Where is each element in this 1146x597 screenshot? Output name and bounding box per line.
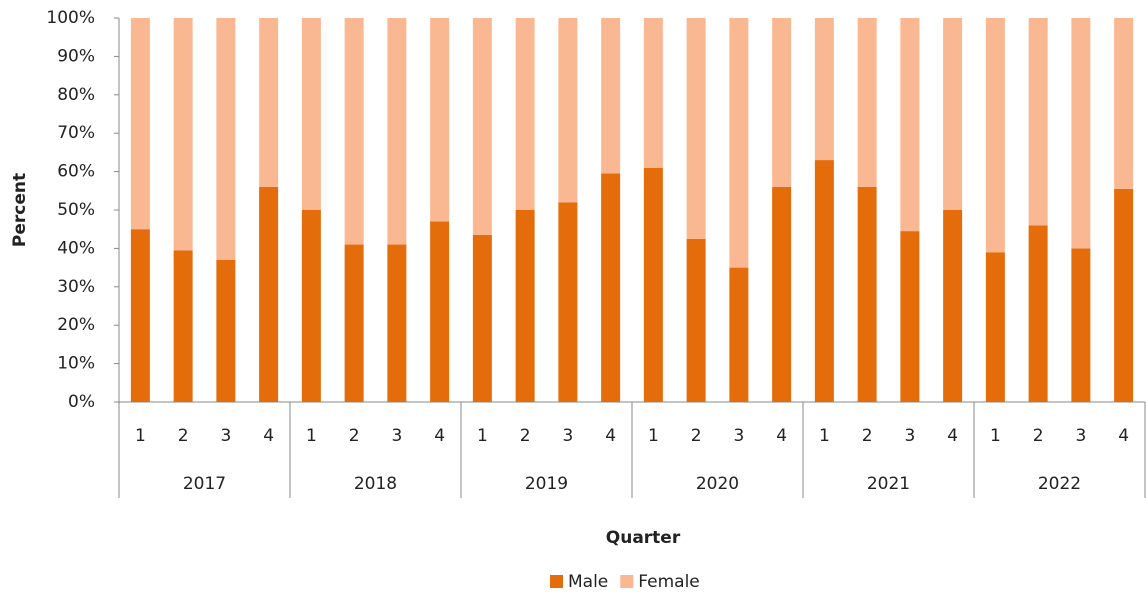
bar-segment (515, 210, 535, 402)
bar-segment (259, 186, 279, 402)
y-tick-label: 50% (57, 200, 95, 220)
y-tick-label: 40% (57, 238, 95, 258)
bar-segment (344, 18, 364, 245)
bar-segment (173, 18, 193, 251)
bar-segment (173, 250, 193, 402)
bar-segment (259, 18, 279, 187)
x-tick-label: 3 (562, 426, 573, 446)
group-label: 2018 (354, 474, 397, 494)
bar-segment (729, 267, 749, 402)
bar-segment (985, 18, 1005, 253)
x-tick-label: 1 (990, 426, 1001, 446)
x-tick-label: 4 (947, 426, 958, 446)
bar-segment (1114, 188, 1134, 402)
legend-swatch (620, 575, 634, 588)
x-tick-label: 2 (349, 426, 360, 446)
x-tick-label: 2 (1033, 426, 1044, 446)
y-tick-label: 0% (68, 392, 95, 412)
x-tick-label: 3 (904, 426, 915, 446)
y-tick-label: 100% (46, 8, 95, 28)
bar-segment (772, 186, 792, 402)
bar-segment (1071, 18, 1091, 249)
bar-segment (430, 221, 450, 402)
y-axis-label: Percent (10, 173, 30, 247)
bar-segment (472, 234, 492, 402)
x-tick-label: 1 (306, 426, 317, 446)
bar-segment (1114, 18, 1134, 189)
bar-segment (1071, 248, 1091, 402)
group-label: 2017 (183, 474, 226, 494)
x-tick-label: 4 (263, 426, 274, 446)
x-tick-label: 1 (819, 426, 830, 446)
x-tick-label: 4 (434, 426, 445, 446)
bar-segment (643, 167, 663, 402)
x-tick-label: 3 (220, 426, 231, 446)
bar-segment (301, 210, 321, 402)
x-tick-label: 2 (178, 426, 189, 446)
bar-segment (387, 18, 407, 245)
bar-segment (686, 18, 706, 239)
bar-segment (387, 244, 407, 402)
bar-segment (900, 231, 920, 402)
bar-segment (686, 238, 706, 402)
x-tick-label: 1 (648, 426, 659, 446)
bar-segment (814, 18, 834, 161)
bar-segment (130, 229, 150, 402)
bar-segment (130, 18, 150, 230)
y-tick-label: 80% (57, 85, 95, 105)
y-tick-label: 30% (57, 277, 95, 297)
legend-label: Female (638, 572, 699, 592)
bar-segment (1028, 225, 1048, 402)
y-tick-label: 10% (57, 354, 95, 374)
bar-segment (601, 173, 621, 402)
y-tick-label: 90% (57, 46, 95, 66)
x-tick-label: 1 (477, 426, 488, 446)
x-tick-label: 2 (520, 426, 531, 446)
y-tick-label: 20% (57, 315, 95, 335)
bar-segment (301, 18, 321, 210)
bar-segment (515, 18, 535, 210)
x-tick-label: 4 (776, 426, 787, 446)
bar-segment (1028, 18, 1048, 226)
x-tick-label: 4 (1118, 426, 1129, 446)
bar-segment (643, 18, 663, 168)
x-tick-label: 2 (691, 426, 702, 446)
bar-segment (216, 259, 236, 402)
y-tick-label: 70% (57, 123, 95, 143)
bar-segment (558, 18, 578, 203)
bar-segment (558, 202, 578, 402)
bar-segment (900, 18, 920, 232)
x-tick-label: 1 (135, 426, 146, 446)
bar-segment (729, 18, 749, 268)
legend-swatch (550, 575, 563, 588)
x-axis-label: Quarter (606, 528, 681, 548)
bar-segment (430, 18, 450, 222)
group-label: 2019 (525, 474, 568, 494)
bar-segment (943, 210, 963, 402)
bar-segment (472, 18, 492, 235)
bar-segment (772, 18, 792, 187)
bar-segment (985, 252, 1005, 402)
x-tick-label: 4 (605, 426, 616, 446)
y-tick-label: 60% (57, 162, 95, 182)
group-label: 2022 (1038, 474, 1081, 494)
bar-segment (601, 18, 621, 174)
group-label: 2021 (867, 474, 910, 494)
x-tick-label: 3 (391, 426, 402, 446)
x-tick-label: 3 (1075, 426, 1086, 446)
group-label: 2020 (696, 474, 739, 494)
bar-segment (857, 18, 877, 187)
x-tick-label: 3 (733, 426, 744, 446)
bar-segment (943, 18, 963, 210)
bar-segment (344, 244, 364, 402)
bar-segment (216, 18, 236, 260)
bar-segment (814, 160, 834, 402)
legend-label: Male (568, 572, 608, 592)
bar-segment (857, 186, 877, 402)
x-tick-label: 2 (862, 426, 873, 446)
